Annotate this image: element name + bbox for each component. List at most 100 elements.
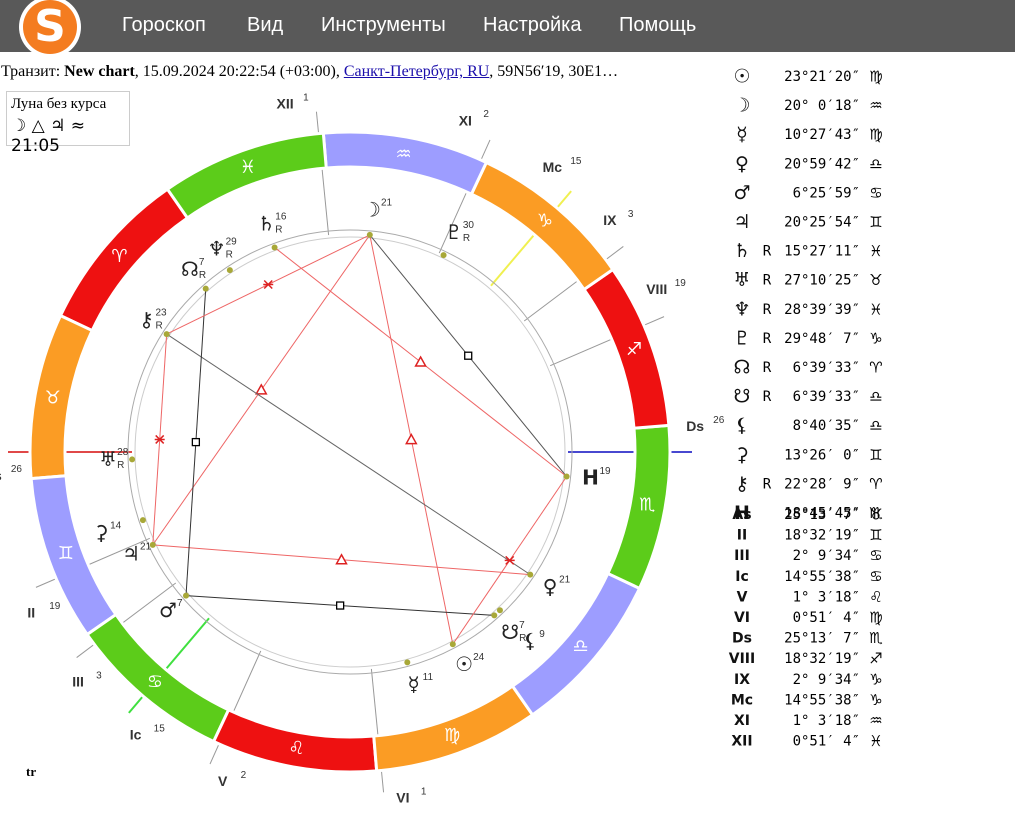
house-label: IX	[603, 212, 617, 228]
table-position: 29°48′ 7″	[784, 331, 860, 347]
zodiac-sign: ♉︎	[45, 387, 61, 408]
house-degree: 1	[421, 787, 427, 798]
planet-dot	[491, 612, 498, 619]
menu-item[interactable]: Инструменты	[321, 14, 446, 36]
menu-item[interactable]: Гороскоп	[122, 14, 206, 36]
zodiac-sign: ♏︎	[639, 495, 655, 516]
house-degree: 26	[713, 415, 725, 426]
planet-degree: 9	[539, 629, 545, 640]
wheel-label: tr	[26, 764, 36, 779]
place-link[interactable]: Санкт-Петербург, RU	[343, 63, 490, 80]
table-sign: ♎︎	[869, 417, 882, 435]
table-sign: ♋︎	[869, 547, 882, 565]
aspect-symbol	[335, 601, 345, 610]
house-degree: 1	[303, 93, 309, 104]
planet-degree: 30	[463, 220, 475, 231]
menu-item[interactable]: Настройка	[483, 14, 582, 36]
menu-item[interactable]: Помощь	[619, 14, 697, 36]
planet-dot	[226, 267, 233, 274]
planet-degree: 24	[473, 652, 485, 663]
table-glyph: As	[732, 507, 751, 523]
table-sign: ♍︎	[869, 609, 882, 627]
planet-glyph: ⚳	[94, 520, 109, 544]
house-label: III	[72, 673, 84, 689]
zodiac-sign: ♐︎	[626, 339, 642, 360]
table-glyph: H	[734, 502, 750, 524]
table-position: 0°51′ 4″	[793, 734, 860, 750]
menu-item[interactable]: Вид	[247, 14, 284, 36]
house-degree: 2	[483, 109, 489, 120]
planet-dot	[183, 592, 190, 599]
planet-retro: R	[519, 633, 526, 644]
house-degree: 15	[570, 156, 582, 167]
aspect-symbol	[464, 351, 473, 360]
planet-glyph: ☉	[455, 652, 473, 676]
table-glyph: ♅	[733, 269, 750, 291]
planet-glyph: ♇	[445, 220, 463, 244]
planet-retro: R	[226, 250, 233, 261]
table-retro: R	[763, 273, 772, 289]
table-position: 23°21′20″	[784, 69, 860, 85]
table-glyph: ♇	[733, 327, 750, 349]
house-label: Ds	[686, 418, 704, 434]
planet-retro: R	[155, 321, 162, 332]
planet-glyph: ☿	[407, 672, 419, 696]
table-position: 25°13′ 7″	[784, 631, 860, 647]
house-degree: 3	[96, 670, 102, 681]
table-position: 28°39′39″	[784, 302, 860, 318]
table-position: 22°28′ 9″	[784, 476, 860, 492]
zodiac-sign: ♓︎	[240, 157, 256, 178]
planet-glyph: ☊	[181, 257, 199, 281]
logo[interactable]: S	[19, 0, 81, 58]
house-label: VI	[396, 790, 409, 806]
planet-degree: 21	[559, 575, 571, 586]
aspect-symbol	[335, 553, 348, 565]
table-sign: ♑︎	[869, 329, 882, 347]
zodiac-sign: ♌︎	[288, 738, 304, 759]
planet-glyph: ♄	[257, 211, 275, 235]
planet-glyph: ⚷	[139, 308, 154, 332]
planet-glyph: ☋	[501, 620, 519, 644]
table-sign: ♉︎	[869, 506, 882, 524]
planet-retro: R	[117, 460, 124, 471]
table-sign: ♓︎	[869, 242, 882, 260]
planet-degree: 11	[423, 672, 434, 683]
table-position: 25°13′ 7″	[784, 507, 860, 523]
table-retro: R	[763, 302, 772, 318]
zodiac-segment	[28, 313, 95, 481]
table-glyph: ♃	[733, 211, 750, 233]
planet-dot	[129, 456, 136, 463]
house-degree: 3	[628, 209, 634, 220]
table-position: 13°26′ 0″	[784, 447, 860, 463]
planet-retro: R	[199, 270, 206, 281]
table-glyph: ♀	[735, 153, 749, 175]
table-sign: ♑︎	[869, 670, 882, 688]
zodiac-sign: ♊︎	[58, 543, 74, 564]
table-position: 0°51′ 4″	[793, 610, 860, 626]
table-glyph: XI	[734, 713, 750, 729]
table-glyph: VI	[734, 610, 750, 626]
inner-circle	[134, 236, 566, 668]
aspect-symbol	[405, 433, 418, 445]
table-retro: R	[763, 244, 772, 260]
planet-glyph: ⚸	[523, 629, 538, 653]
aspect-symbol	[255, 383, 268, 395]
table-position: 20°25′54″	[784, 215, 860, 231]
table-glyph: ⚳	[735, 444, 749, 466]
table-sign: ♓︎	[869, 732, 882, 750]
table-glyph: ⚷	[735, 473, 749, 495]
house-label: II	[27, 604, 35, 620]
table-sign: ♈︎	[869, 475, 882, 493]
table-sign: ♊︎	[869, 213, 882, 231]
planet-degree: 29	[226, 237, 238, 248]
table-position: 1° 3′18″	[793, 713, 860, 729]
table-position: 20° 0′18″	[784, 98, 860, 114]
inner-circle	[127, 229, 573, 675]
planet-glyph: ♃	[122, 542, 140, 566]
table-glyph: ☽	[733, 95, 750, 117]
table-sign: ♏︎	[869, 629, 883, 647]
zodiac-sign: ♑︎	[537, 210, 553, 231]
zodiac-sign: ♎︎	[573, 636, 589, 657]
table-glyph: Ds	[732, 631, 752, 647]
